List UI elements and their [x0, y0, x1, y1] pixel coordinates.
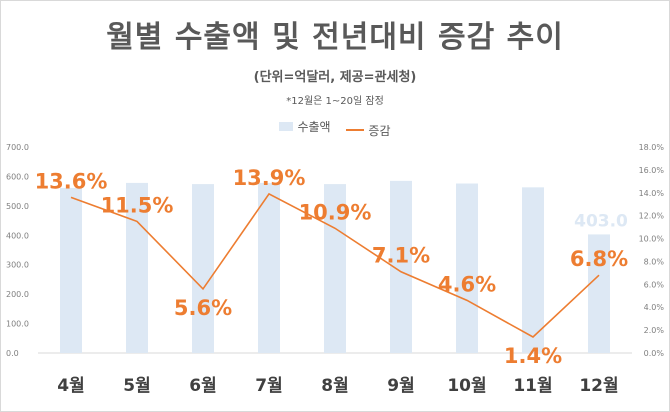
x-category-label: 8월: [321, 376, 348, 396]
y-left-tick-label: 400.0: [6, 231, 29, 240]
line-data-label: 13.9%: [233, 166, 306, 190]
legend-swatch-bar: [279, 122, 294, 131]
x-category-label: 10월: [447, 376, 486, 396]
y-right-tick-label: 12.0%: [639, 212, 665, 221]
y-right-tick-label: 8.0%: [644, 257, 665, 266]
y-right-tick-label: 6.0%: [644, 280, 665, 289]
chart-legend: 수출액 증감: [0, 118, 670, 139]
y-right-tick-label: 18.0%: [639, 143, 665, 152]
chart-note: *12월은 1~20일 잠정: [286, 96, 384, 107]
bar-5: [324, 184, 346, 353]
y-left-tick-label: 700.0: [6, 143, 29, 152]
bar-8: [522, 187, 544, 353]
bar-4: [258, 182, 280, 353]
y-right-tick-label: 14.0%: [639, 189, 665, 198]
line-data-label: 11.5%: [101, 193, 174, 217]
y-right-tick-label: 2.0%: [644, 326, 665, 335]
bar-9: [588, 234, 610, 353]
growth-line: [70, 192, 600, 338]
legend-item-bar: 수출액: [279, 118, 331, 135]
y-right-tick-label: 4.0%: [644, 303, 665, 312]
x-category-label: 5월: [123, 376, 150, 396]
x-category-label: 4월: [57, 376, 84, 396]
line-data-label: 7.1%: [372, 244, 430, 268]
legend-swatch-line: [346, 129, 365, 131]
x-category-label: 7월: [255, 376, 282, 396]
y-right-tick-label: 0.0%: [644, 349, 665, 358]
x-category-label: 6월: [189, 376, 216, 396]
y-left-tick-label: 200.0: [6, 290, 29, 299]
y-right-tick-label: 10.0%: [639, 235, 665, 244]
line-data-label: 4.6%: [438, 272, 496, 296]
legend-label-bar: 수출액: [297, 120, 331, 134]
line-data-label: 5.6%: [174, 296, 232, 320]
bar-data-label: 403.0: [574, 211, 628, 231]
bar-1: [60, 187, 82, 353]
x-category-label: 12월: [579, 376, 618, 396]
bar-2: [126, 182, 148, 353]
y-left-tick-label: 100.0: [6, 320, 29, 329]
bar-7: [456, 183, 478, 353]
chart-subtitle: (단위=억달러, 제공=관세청): [253, 70, 417, 85]
line-data-label: 13.6%: [35, 169, 108, 193]
line-data-label: 6.8%: [570, 247, 628, 271]
bar-3: [192, 184, 214, 353]
x-category-label: 9월: [387, 376, 414, 396]
line-data-label: 10.9%: [299, 200, 372, 224]
chart-title: 월별 수출액 및 전년대비 증감 추이: [106, 20, 564, 55]
bar-6: [390, 180, 412, 353]
y-right-tick-label: 16.0%: [639, 166, 665, 175]
y-left-tick-label: 600.0: [6, 172, 29, 181]
x-category-label: 11월: [513, 376, 552, 396]
legend-label-line: 증감: [368, 123, 391, 138]
legend-item-line: 증감: [346, 122, 391, 139]
y-left-tick-label: 0.0: [6, 349, 19, 358]
y-left-tick-label: 500.0: [6, 202, 29, 211]
y-left-tick-label: 300.0: [6, 261, 29, 270]
line-data-label: 1.4%: [504, 344, 562, 368]
